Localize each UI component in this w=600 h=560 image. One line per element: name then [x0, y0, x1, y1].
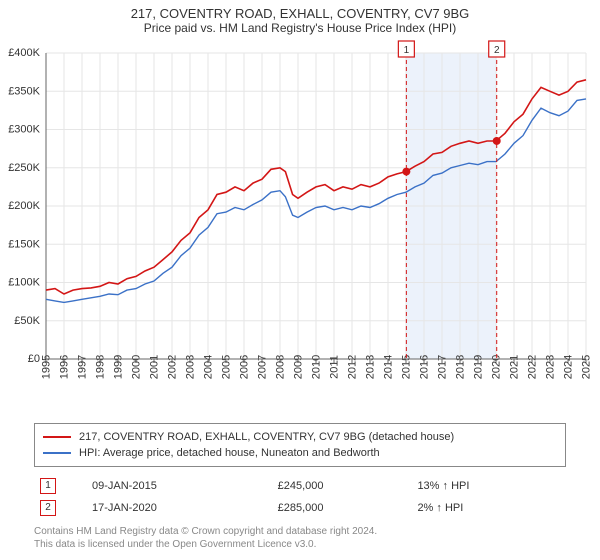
- transaction-hpi-delta: 13% ↑ HPI: [411, 475, 566, 497]
- transaction-marker-2: 2: [40, 500, 56, 516]
- attribution-line1: Contains HM Land Registry data © Crown c…: [34, 525, 566, 538]
- svg-text:2012: 2012: [347, 355, 359, 379]
- svg-text:2023: 2023: [545, 355, 557, 379]
- svg-text:2013: 2013: [365, 355, 377, 379]
- svg-text:2003: 2003: [185, 355, 197, 379]
- table-row: 2 17-JAN-2020 £285,000 2% ↑ HPI: [34, 497, 566, 519]
- svg-text:2015: 2015: [401, 355, 413, 379]
- legend-item-hpi: HPI: Average price, detached house, Nune…: [43, 445, 557, 461]
- svg-text:£100K: £100K: [8, 277, 40, 289]
- svg-text:2019: 2019: [473, 355, 485, 379]
- attribution: Contains HM Land Registry data © Crown c…: [34, 525, 566, 551]
- svg-text:£50K: £50K: [14, 315, 40, 327]
- chart-area: £0 £50K £100K £150K £200K £250K £300K £350K £400…: [0, 39, 600, 419]
- transaction-date: 17-JAN-2020: [86, 497, 272, 519]
- svg-text:£400K: £400K: [8, 47, 40, 59]
- svg-text:2000: 2000: [131, 355, 143, 379]
- svg-text:£0: £0: [28, 353, 40, 365]
- svg-text:2006: 2006: [239, 355, 251, 379]
- table-row: 1 09-JAN-2015 £245,000 13% ↑ HPI: [34, 475, 566, 497]
- svg-text:2020: 2020: [491, 355, 503, 379]
- legend-label-property: 217, COVENTRY ROAD, EXHALL, COVENTRY, CV…: [79, 429, 454, 445]
- svg-text:2010: 2010: [311, 355, 323, 379]
- chart-svg: £0 £50K £100K £150K £200K £250K £300K £350K £400…: [0, 39, 600, 419]
- legend-swatch-hpi: [43, 452, 71, 454]
- transaction-price: £285,000: [272, 497, 412, 519]
- svg-text:2007: 2007: [257, 355, 269, 379]
- svg-text:2002: 2002: [167, 355, 179, 379]
- transaction-hpi-delta: 2% ↑ HPI: [411, 497, 566, 519]
- svg-text:2008: 2008: [275, 355, 287, 379]
- svg-text:2005: 2005: [221, 355, 233, 379]
- svg-text:2: 2: [494, 45, 500, 56]
- svg-text:2024: 2024: [563, 355, 575, 379]
- svg-text:£350K: £350K: [8, 85, 40, 97]
- svg-text:£200K: £200K: [8, 200, 40, 212]
- svg-text:1996: 1996: [59, 355, 71, 379]
- legend-swatch-property: [43, 436, 71, 438]
- svg-text:1998: 1998: [95, 355, 107, 379]
- svg-text:1995: 1995: [41, 355, 53, 379]
- legend: 217, COVENTRY ROAD, EXHALL, COVENTRY, CV…: [34, 423, 566, 467]
- svg-text:2017: 2017: [437, 355, 449, 379]
- svg-text:1999: 1999: [113, 355, 125, 379]
- transaction-marker-1: 1: [40, 478, 56, 494]
- svg-text:1: 1: [404, 45, 410, 56]
- svg-text:2018: 2018: [455, 355, 467, 379]
- svg-text:2022: 2022: [527, 355, 539, 379]
- transaction-date: 09-JAN-2015: [86, 475, 272, 497]
- chart-subtitle: Price paid vs. HM Land Registry's House …: [0, 21, 600, 39]
- svg-text:2016: 2016: [419, 355, 431, 379]
- svg-text:2001: 2001: [149, 355, 161, 379]
- svg-text:2014: 2014: [383, 355, 395, 379]
- transaction-price: £245,000: [272, 475, 412, 497]
- svg-text:£300K: £300K: [8, 124, 40, 136]
- legend-label-hpi: HPI: Average price, detached house, Nune…: [79, 445, 380, 461]
- chart-title: 217, COVENTRY ROAD, EXHALL, COVENTRY, CV…: [0, 0, 600, 21]
- svg-text:£150K: £150K: [8, 238, 40, 250]
- transactions-table: 1 09-JAN-2015 £245,000 13% ↑ HPI 2 17-JA…: [34, 475, 566, 519]
- svg-text:2004: 2004: [203, 355, 215, 379]
- legend-item-property: 217, COVENTRY ROAD, EXHALL, COVENTRY, CV…: [43, 429, 557, 445]
- svg-text:2009: 2009: [293, 355, 305, 379]
- svg-text:£250K: £250K: [8, 162, 40, 174]
- svg-text:2021: 2021: [509, 355, 521, 379]
- svg-text:1997: 1997: [77, 355, 89, 379]
- svg-text:2025: 2025: [581, 355, 593, 379]
- attribution-line2: This data is licensed under the Open Gov…: [34, 538, 566, 551]
